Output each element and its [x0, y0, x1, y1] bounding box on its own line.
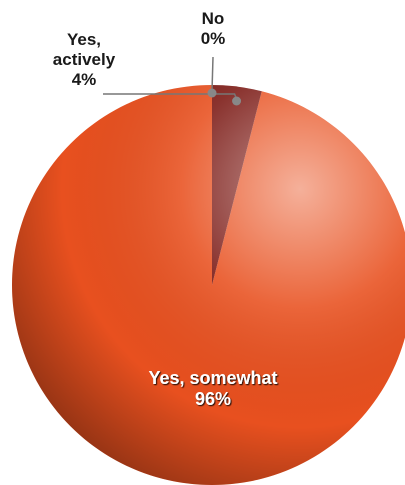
- slice-name-label: Yes,: [67, 30, 101, 49]
- slice-value-label: 4%: [72, 70, 97, 89]
- leader-line: [211, 56, 214, 92]
- slice-value-label: 96%: [195, 389, 231, 409]
- slice-label-2: No0%: [201, 9, 226, 48]
- slice-value-label: 0%: [201, 29, 226, 48]
- slice-name-label: No: [202, 9, 225, 28]
- leader-dot: [207, 88, 217, 98]
- slice-name-label: Yes, somewhat: [148, 368, 277, 388]
- slice-name-label: actively: [53, 50, 116, 69]
- pie-shading: [12, 85, 405, 485]
- leader-dot: [232, 96, 242, 106]
